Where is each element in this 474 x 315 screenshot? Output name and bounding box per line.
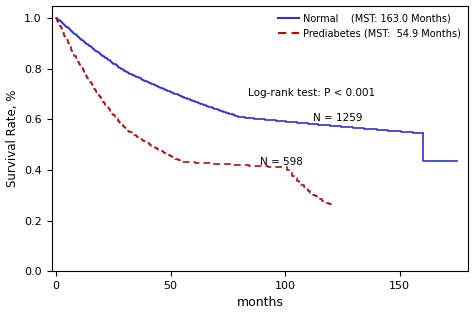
Text: N = 1259: N = 1259 bbox=[313, 113, 362, 123]
Legend: Normal    (MST: 163.0 Months), Prediabetes (MST:  54.9 Months): Normal (MST: 163.0 Months), Prediabetes … bbox=[274, 10, 464, 41]
Text: Log-rank test: P < 0.001: Log-rank test: P < 0.001 bbox=[247, 88, 374, 98]
X-axis label: months: months bbox=[237, 296, 283, 309]
Y-axis label: Survival Rate, %: Survival Rate, % bbox=[6, 90, 18, 187]
Text: N = 598: N = 598 bbox=[260, 157, 303, 167]
